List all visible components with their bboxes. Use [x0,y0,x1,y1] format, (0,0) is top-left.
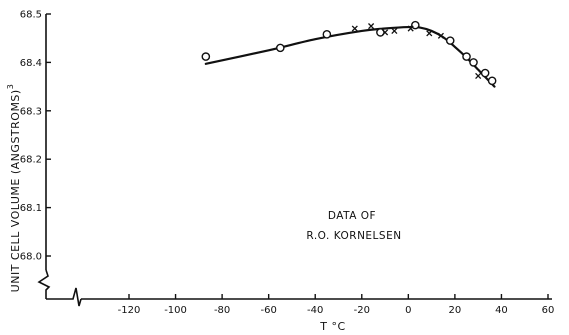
x-tick-label: 40 [495,305,508,316]
annotation-line-2: R.O. KORNELSEN [306,230,401,242]
x-tick-label: -80 [214,305,230,316]
circle-point [411,20,420,30]
circle-point [322,30,332,39]
circle-point [201,52,211,61]
x-tick-label: -120 [118,305,141,316]
y-axis-break [37,269,51,299]
cross-point [475,72,482,80]
ticks: 68.0 68.1 68.2 68.3 68.4 68.5 -120 -100 -80 -60 -4… [20,10,555,317]
x-tick-label: -60 [260,305,276,316]
x-tick-label: 60 [542,305,555,316]
y-tick-label: 68.2 [20,155,42,166]
y-tick-label: 68.1 [20,203,42,214]
cross-point [426,30,433,37]
data-marks [201,20,497,86]
annotation-line-1: DATA OF [328,210,376,222]
x-tick-label: 20 [449,305,462,316]
x-axis-break [46,287,82,307]
cross-point [368,23,375,30]
fit-curve-group [204,25,496,88]
y-axis-title: UNIT CELL VOLUME (ANGSTROMS)3 [6,84,22,293]
circle-point [480,68,490,78]
x-tick-label: -20 [354,305,370,316]
circle-point [276,43,285,53]
y-tick-label: 68.0 [20,252,42,263]
cross-point [437,32,444,39]
cross-point [391,27,398,34]
y-tick-label: 68.3 [20,106,42,117]
cross-point [407,25,414,32]
circle-point [469,58,478,67]
circle-point [376,28,385,37]
cross-point [351,25,358,32]
circle-point [462,52,471,61]
y-tick-label: 68.5 [20,10,42,21]
fit-curve [204,25,496,88]
x-tick-label: 0 [405,305,411,316]
x-tick-label: -100 [164,305,187,316]
cross-point [381,29,389,36]
circle-point [487,76,497,86]
x-tick-label: -40 [307,305,323,316]
axes [37,14,552,307]
y-tick-label: 68.4 [20,58,42,69]
x-axis-title: T °C [319,320,345,333]
circle-point [445,36,455,45]
